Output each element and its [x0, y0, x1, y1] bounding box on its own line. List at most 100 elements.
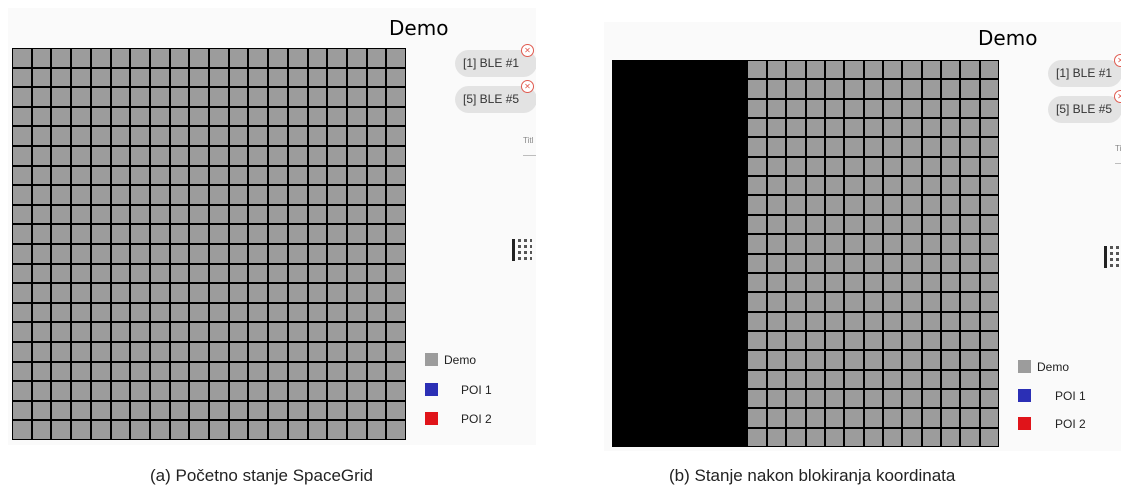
grid-cell[interactable]	[941, 351, 960, 369]
grid-cell[interactable]	[387, 245, 405, 263]
grid-cell[interactable]	[806, 119, 824, 137]
grid-cell[interactable]	[269, 166, 287, 185]
grid-cell[interactable]	[347, 205, 366, 224]
grid-cell[interactable]	[922, 61, 940, 79]
grid-cell[interactable]	[748, 235, 766, 253]
grid-cell-blocked[interactable]	[729, 119, 747, 137]
grid-cell-blocked[interactable]	[690, 331, 708, 350]
grid-cell-blocked[interactable]	[709, 428, 728, 446]
grid-cell[interactable]	[288, 225, 307, 243]
grid-cell-blocked[interactable]	[613, 293, 631, 311]
grid-cell[interactable]	[825, 80, 844, 98]
space-grid[interactable]	[12, 48, 406, 440]
grid-cell[interactable]	[980, 235, 998, 253]
grid-cell[interactable]	[32, 401, 51, 420]
grid-cell-blocked[interactable]	[651, 99, 670, 118]
grid-cell[interactable]	[269, 401, 287, 420]
grid-cell[interactable]	[961, 389, 979, 408]
grid-cell[interactable]	[922, 177, 940, 195]
grid-cell[interactable]	[72, 245, 90, 263]
grid-cell-blocked[interactable]	[632, 312, 650, 330]
grid-cell-blocked[interactable]	[709, 351, 728, 369]
grid-cell[interactable]	[308, 245, 327, 263]
grid-cell[interactable]	[210, 107, 228, 126]
grid-cell-blocked[interactable]	[632, 99, 650, 118]
grid-cell[interactable]	[170, 264, 189, 283]
grid-cell-blocked[interactable]	[632, 331, 650, 350]
grid-cell[interactable]	[32, 323, 51, 341]
grid-cell[interactable]	[961, 119, 979, 137]
grid-cell[interactable]	[806, 351, 824, 369]
close-circle-icon[interactable]: ✕	[521, 80, 534, 93]
grid-cell[interactable]	[170, 68, 189, 87]
grid-cell[interactable]	[229, 88, 248, 106]
grid-cell-blocked[interactable]	[613, 99, 631, 118]
grid-cell[interactable]	[922, 80, 940, 98]
grid-cell[interactable]	[941, 177, 960, 195]
grid-cell-blocked[interactable]	[651, 370, 670, 388]
grid-cell[interactable]	[787, 235, 805, 253]
grid-cell[interactable]	[980, 409, 998, 427]
grid-cell[interactable]	[111, 186, 130, 204]
grid-cell[interactable]	[845, 61, 863, 79]
grid-cell[interactable]	[864, 119, 882, 137]
grid-cell[interactable]	[806, 331, 824, 350]
grid-cell[interactable]	[347, 303, 366, 322]
grid-cell[interactable]	[72, 264, 90, 283]
grid-cell[interactable]	[825, 370, 844, 388]
grid-cell-blocked[interactable]	[690, 196, 708, 214]
grid-cell[interactable]	[288, 382, 307, 400]
grid-cell[interactable]	[922, 273, 940, 292]
grid-cell[interactable]	[748, 215, 766, 234]
grid-cell[interactable]	[845, 80, 863, 98]
grid-cell[interactable]	[767, 80, 786, 98]
grid-cell[interactable]	[229, 303, 248, 322]
grid-cell[interactable]	[980, 370, 998, 388]
grid-cell[interactable]	[13, 147, 31, 165]
grid-cell[interactable]	[328, 68, 346, 87]
grid-cell[interactable]	[367, 284, 386, 302]
grid-cell[interactable]	[922, 119, 940, 137]
grid-cell[interactable]	[387, 127, 405, 145]
grid-cell-blocked[interactable]	[709, 61, 728, 79]
grid-cell[interactable]	[190, 166, 208, 185]
grid-cell[interactable]	[13, 225, 31, 243]
grid-cell[interactable]	[170, 205, 189, 224]
grid-cell[interactable]	[825, 331, 844, 350]
grid-cell[interactable]	[170, 303, 189, 322]
grid-cell-blocked[interactable]	[613, 177, 631, 195]
grid-cell[interactable]	[387, 362, 405, 381]
grid-cell-blocked[interactable]	[613, 196, 631, 214]
grid-cell[interactable]	[367, 225, 386, 243]
grid-cell[interactable]	[806, 293, 824, 311]
grid-cell[interactable]	[72, 284, 90, 302]
grid-cell[interactable]	[864, 293, 882, 311]
grid-cell[interactable]	[91, 225, 110, 243]
grid-cell[interactable]	[922, 370, 940, 388]
grid-cell[interactable]	[170, 323, 189, 341]
grid-cell[interactable]	[367, 107, 386, 126]
grid-cell[interactable]	[387, 166, 405, 185]
grid-cell[interactable]	[190, 284, 208, 302]
grid-cell[interactable]	[52, 362, 71, 381]
grid-cell-blocked[interactable]	[651, 157, 670, 176]
grid-cell[interactable]	[941, 312, 960, 330]
grid-cell[interactable]	[170, 382, 189, 400]
grid-cell[interactable]	[170, 401, 189, 420]
grid-cell-blocked[interactable]	[651, 273, 670, 292]
grid-cell[interactable]	[387, 147, 405, 165]
grid-cell-blocked[interactable]	[671, 61, 689, 79]
grid-cell[interactable]	[150, 186, 169, 204]
grid-cell[interactable]	[980, 273, 998, 292]
grid-cell[interactable]	[210, 127, 228, 145]
grid-cell-blocked[interactable]	[632, 80, 650, 98]
grid-cell[interactable]	[883, 235, 902, 253]
grid-cell[interactable]	[922, 215, 940, 234]
grid-cell[interactable]	[806, 235, 824, 253]
grid-cell[interactable]	[13, 186, 31, 204]
grid-cell[interactable]	[367, 382, 386, 400]
grid-cell[interactable]	[328, 127, 346, 145]
grid-cell[interactable]	[131, 68, 149, 87]
grid-cell-blocked[interactable]	[613, 61, 631, 79]
grid-cell[interactable]	[32, 303, 51, 322]
